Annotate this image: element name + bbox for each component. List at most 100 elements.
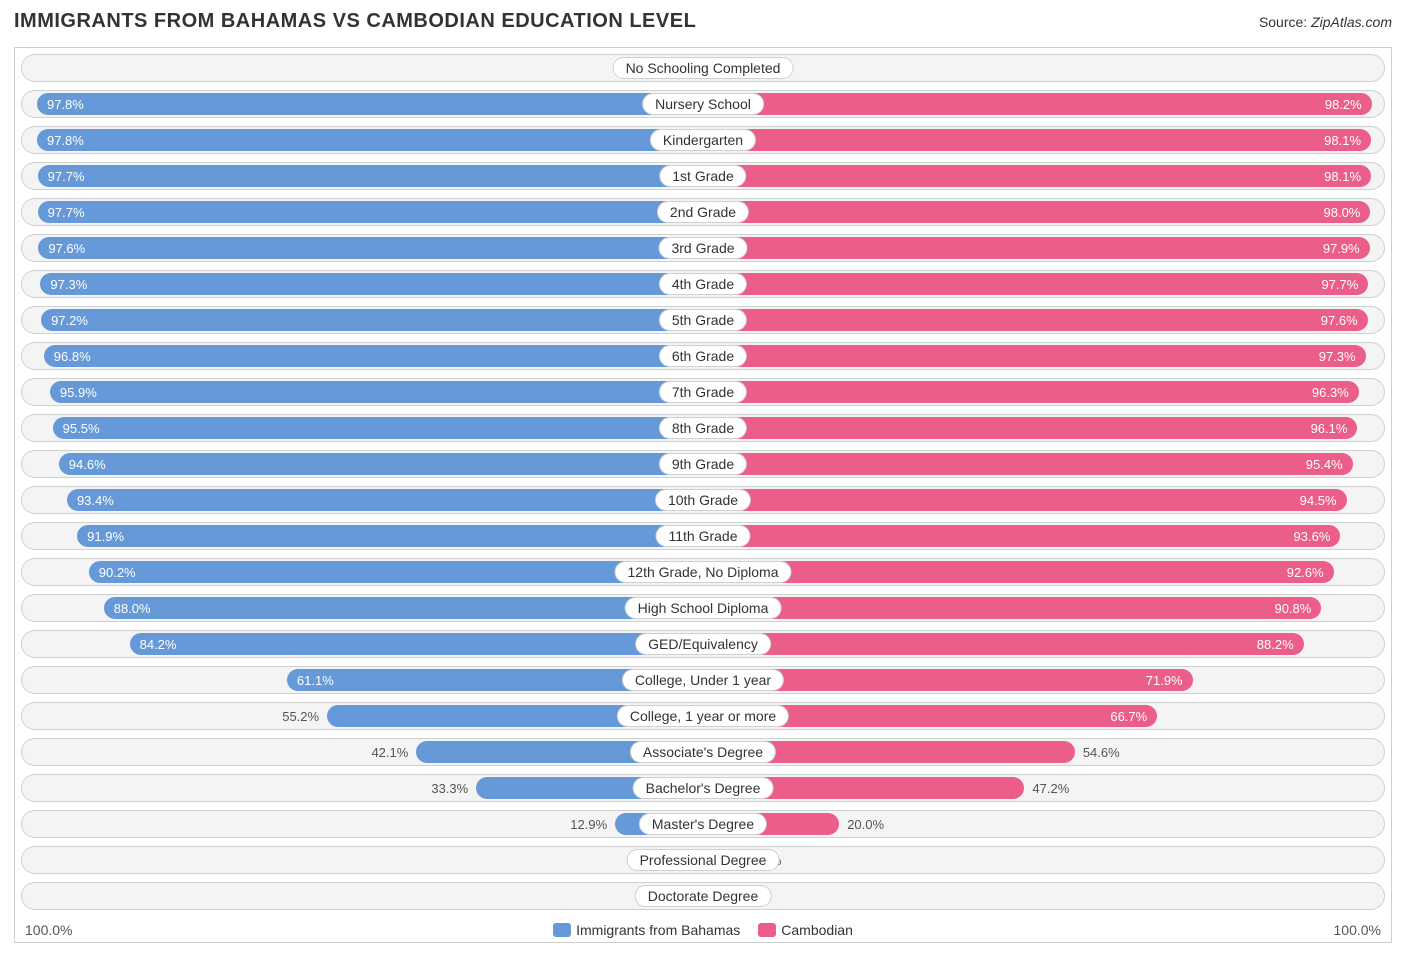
value-label-left: 90.2% [89,559,146,585]
value-label-left: 42.1% [363,739,416,765]
bar-right [703,381,1359,403]
legend-label: Immigrants from Bahamas [576,922,740,938]
value-label-right: 88.2% [1247,631,1304,657]
value-label-left: 88.0% [104,595,161,621]
bar-left [38,165,703,187]
category-label: 10th Grade [655,489,751,511]
bar-left [44,345,703,367]
value-label-right: 98.1% [1314,163,1371,189]
value-label-right: 90.8% [1264,595,1321,621]
category-label: High School Diploma [625,597,782,619]
bar-left [67,489,703,511]
legend: 100.0% Immigrants from Bahamas Cambodian 10… [21,918,1385,940]
value-label-left: 97.3% [40,271,97,297]
category-label: GED/Equivalency [635,633,771,655]
category-label: Professional Degree [627,849,780,871]
bar-right [703,273,1368,295]
value-label-right: 97.6% [1311,307,1368,333]
value-label-left: 97.2% [41,307,98,333]
source-credit: Source: ZipAtlas.com [1259,14,1392,30]
legend-item: Cambodian [758,922,853,938]
chart-row: 97.8%98.1%Kindergarten [21,126,1385,154]
bar-left [41,309,703,331]
chart-row: 94.6%95.4%9th Grade [21,450,1385,478]
chart-row: 12.9%20.0%Master's Degree [21,810,1385,838]
category-label: 2nd Grade [657,201,749,223]
category-label: 12th Grade, No Diploma [615,561,792,583]
value-label-right: 71.9% [1136,667,1193,693]
category-label: 8th Grade [659,417,747,439]
chart-row: 97.8%98.2%Nursery School [21,90,1385,118]
chart-row: 88.0% 90.8% High School Diploma [21,594,1385,622]
category-label: 5th Grade [659,309,747,331]
value-label-right: 47.2% [1024,775,1077,801]
diverging-bar-chart: 2.2%1.9%No Schooling Completed97.8%98.2%… [14,47,1392,943]
value-label-right: 93.6% [1284,523,1341,549]
category-label: Associate's Degree [630,741,776,763]
category-label: 1st Grade [659,165,746,187]
value-label-left: 97.8% [37,127,94,153]
chart-row: 97.3% 97.7% 4th Grade [21,270,1385,298]
value-label-right: 95.4% [1296,451,1353,477]
category-label: Master's Degree [639,813,767,835]
value-label-right: 97.3% [1309,343,1366,369]
legend-label: Cambodian [781,922,853,938]
chart-row: 1.5%2.6%Doctorate Degree [21,882,1385,910]
category-label: College, Under 1 year [622,669,784,691]
value-label-left: 96.8% [44,343,101,369]
header: IMMIGRANTS FROM BAHAMAS VS CAMBODIAN EDU… [14,10,1392,33]
category-label: 4th Grade [659,273,747,295]
category-label: 7th Grade [659,381,747,403]
category-label: 11th Grade [655,525,750,547]
bar-left [37,129,703,151]
category-label: Doctorate Degree [635,885,772,907]
value-label-left: 95.9% [50,379,107,405]
value-label-left: 61.1% [287,667,344,693]
value-label-right: 97.7% [1311,271,1368,297]
axis-max-right: 100.0% [1334,922,1381,938]
chart-row: 97.7%98.0%2nd Grade [21,198,1385,226]
value-label-left: 91.9% [77,523,134,549]
value-label-left: 12.9% [562,811,615,837]
axis-max-left: 100.0% [25,922,72,938]
bar-left [50,381,703,403]
value-label-right: 96.3% [1302,379,1359,405]
bar-left [38,237,703,259]
value-label-right: 66.7% [1100,703,1157,729]
bar-left [130,633,703,655]
chart-row: 96.8% 97.3% 6th Grade [21,342,1385,370]
category-label: 9th Grade [659,453,747,475]
chart-row: 61.1% 71.9% College, Under 1 year [21,666,1385,694]
bar-left [40,273,703,295]
category-label: Bachelor's Degree [633,777,774,799]
bar-right [703,525,1340,547]
value-label-right: 92.6% [1277,559,1334,585]
bar-left [38,201,703,223]
bar-left [37,93,703,115]
value-label-left: 97.7% [38,163,95,189]
bar-right [703,417,1357,439]
bar-right [703,633,1304,655]
chart-row: 3.8%6.0%Professional Degree [21,846,1385,874]
category-label: Nursery School [642,93,764,115]
bar-right [703,597,1321,619]
value-label-right: 98.0% [1314,199,1371,225]
bar-right [703,201,1370,223]
chart-row: 97.6%97.9%3rd Grade [21,234,1385,262]
bar-left [77,525,703,547]
category-label: College, 1 year or more [617,705,789,727]
bar-right [703,129,1371,151]
bar-right [703,93,1372,115]
chart-row: 91.9% 93.6% 11th Grade [21,522,1385,550]
chart-row: 42.1% 54.6% Associate's Degree [21,738,1385,766]
bar-right [703,453,1353,475]
value-label-right: 54.6% [1075,739,1128,765]
chart-title: IMMIGRANTS FROM BAHAMAS VS CAMBODIAN EDU… [14,10,696,33]
bar-right [703,489,1347,511]
chart-row: 95.5%96.1%8th Grade [21,414,1385,442]
bar-left [59,453,703,475]
value-label-right: 97.9% [1313,235,1370,261]
category-label: 6th Grade [659,345,747,367]
legend-swatch [553,923,571,937]
bar-left [104,597,703,619]
